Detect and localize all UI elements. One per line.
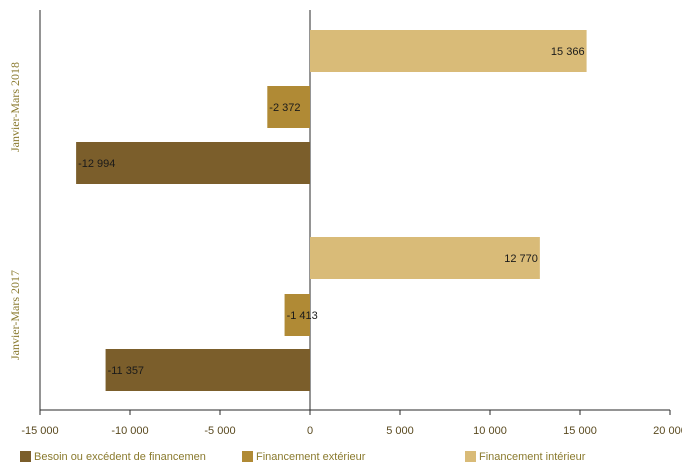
- x-tick-label: 5 000: [386, 425, 414, 437]
- bar: [310, 237, 540, 279]
- category-labels: Janvier-Mars 2018 Janvier-Mars 2017: [8, 62, 22, 360]
- x-tick-label: 20 000: [653, 425, 682, 437]
- data-label: 12 770: [504, 253, 538, 265]
- bar: [310, 30, 587, 72]
- x-tick-label: -5 000: [204, 425, 235, 437]
- legend-swatch: [242, 451, 253, 462]
- category-label: Janvier-Mars 2017: [8, 270, 22, 360]
- legend-label: Besoin ou excédent de financemen: [34, 451, 206, 463]
- legend-label: Financement extérieur: [256, 451, 366, 463]
- bar: [105, 349, 310, 391]
- bars: -12 994 -2 372 15 366 -11 357 -1 413 12 770: [76, 30, 587, 391]
- bar: [76, 142, 310, 184]
- x-tick-label: 0: [307, 425, 313, 437]
- bar: [284, 294, 310, 336]
- x-ticks: -15 000 -10 000 -5 000 0 5 000 10 000 15 000 20…: [21, 410, 682, 437]
- x-tick-label: -10 000: [111, 425, 148, 437]
- bar: [267, 86, 310, 128]
- data-label: 15 366: [551, 46, 585, 58]
- category-label: Janvier-Mars 2018: [8, 62, 22, 152]
- x-tick-label: 10 000: [473, 425, 507, 437]
- legend: Besoin ou excédent de financemen Financem…: [20, 451, 586, 463]
- legend-swatch: [465, 451, 476, 462]
- legend-swatch: [20, 451, 31, 462]
- axes: [39, 10, 670, 411]
- data-label: -11 357: [108, 365, 145, 377]
- x-tick-label: -15 000: [21, 425, 58, 437]
- x-tick-label: 15 000: [563, 425, 597, 437]
- data-label: -2 372: [269, 102, 300, 114]
- legend-label: Financement intérieur: [479, 451, 586, 463]
- data-label: -12 994: [78, 158, 115, 170]
- data-label: -1 413: [287, 310, 318, 322]
